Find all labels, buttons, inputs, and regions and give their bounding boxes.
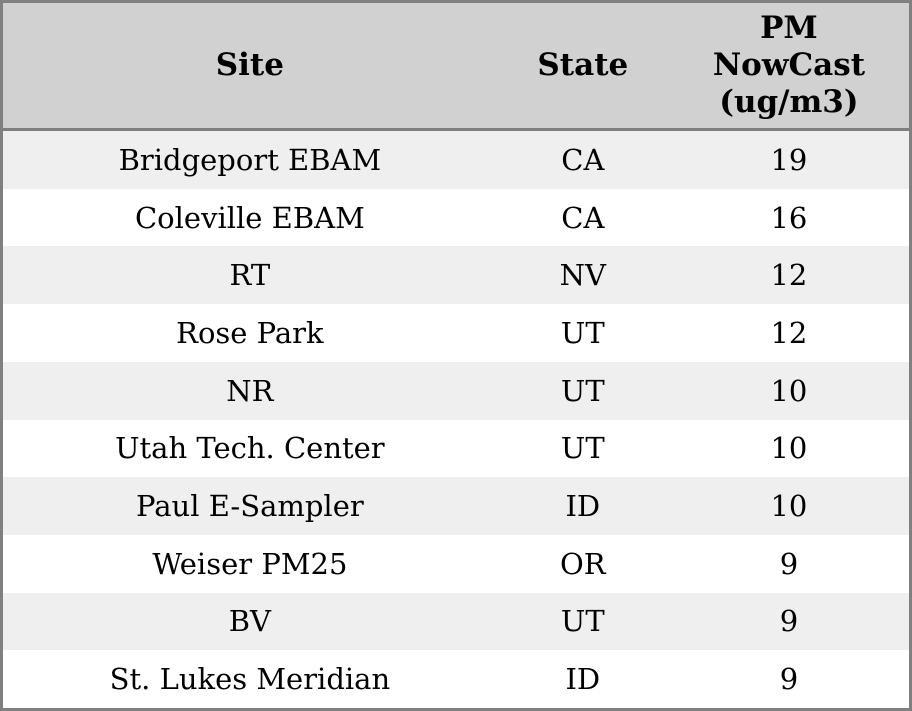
table-row: BV UT 9 bbox=[3, 592, 909, 651]
table-row: Weiser PM25 OR 9 bbox=[3, 534, 909, 593]
cell-pm-value: 10 bbox=[770, 373, 808, 408]
cell-site: Bridgeport EBAM bbox=[118, 142, 382, 177]
cell-pm-value: 9 bbox=[779, 604, 799, 639]
cell-site: St. Lukes Meridian bbox=[109, 662, 391, 697]
cell-pm-value: 12 bbox=[770, 258, 808, 293]
cell-pm-value: 10 bbox=[770, 431, 808, 466]
cell-site: BV bbox=[228, 604, 272, 639]
cell-site: Rose Park bbox=[176, 315, 324, 350]
table-row: Bridgeport EBAM CA 19 bbox=[3, 131, 909, 189]
table-body: Bridgeport EBAM CA 19 Coleville EBAM CA 16 RT N… bbox=[3, 131, 909, 708]
cell-pm-value: 10 bbox=[770, 489, 808, 524]
table-header: Site State PM NowCast (ug/m3) bbox=[3, 3, 909, 131]
table-row: Paul E-Sampler ID 10 bbox=[3, 477, 909, 535]
table-row: NR UT 10 bbox=[3, 361, 909, 420]
cell-state: UT bbox=[560, 373, 605, 408]
cell-state: UT bbox=[560, 431, 605, 466]
cell-state: NV bbox=[559, 258, 606, 293]
cell-pm-value: 19 bbox=[770, 142, 808, 177]
header-cell-pm-nowcast: PM NowCast (ug/m3) bbox=[712, 9, 866, 121]
cell-site: Utah Tech. Center bbox=[115, 431, 385, 466]
cell-state: UT bbox=[560, 315, 605, 350]
cell-state: ID bbox=[565, 489, 601, 524]
cell-pm-value: 12 bbox=[770, 315, 808, 350]
cell-site: RT bbox=[229, 258, 271, 293]
table-row: Coleville EBAM CA 16 bbox=[3, 188, 909, 247]
cell-state: CA bbox=[561, 200, 605, 235]
cell-state: ID bbox=[565, 662, 601, 697]
cell-site: Weiser PM25 bbox=[152, 546, 348, 581]
cell-pm-value: 9 bbox=[779, 662, 799, 697]
cell-state: CA bbox=[561, 142, 605, 177]
header-cell-state: State bbox=[537, 46, 629, 83]
cell-pm-value: 16 bbox=[770, 200, 808, 235]
table-row: St. Lukes Meridian ID 9 bbox=[3, 650, 909, 708]
cell-site: Coleville EBAM bbox=[134, 200, 365, 235]
table-row: RT NV 12 bbox=[3, 246, 909, 305]
cell-site: NR bbox=[226, 373, 274, 408]
table-row: Rose Park UT 12 bbox=[3, 304, 909, 362]
cell-site: Paul E-Sampler bbox=[136, 489, 364, 524]
cell-state: OR bbox=[560, 546, 606, 581]
cell-state: UT bbox=[560, 604, 605, 639]
cell-pm-value: 9 bbox=[779, 546, 799, 581]
table-row: Utah Tech. Center UT 10 bbox=[3, 419, 909, 478]
header-cell-site: Site bbox=[215, 46, 284, 83]
